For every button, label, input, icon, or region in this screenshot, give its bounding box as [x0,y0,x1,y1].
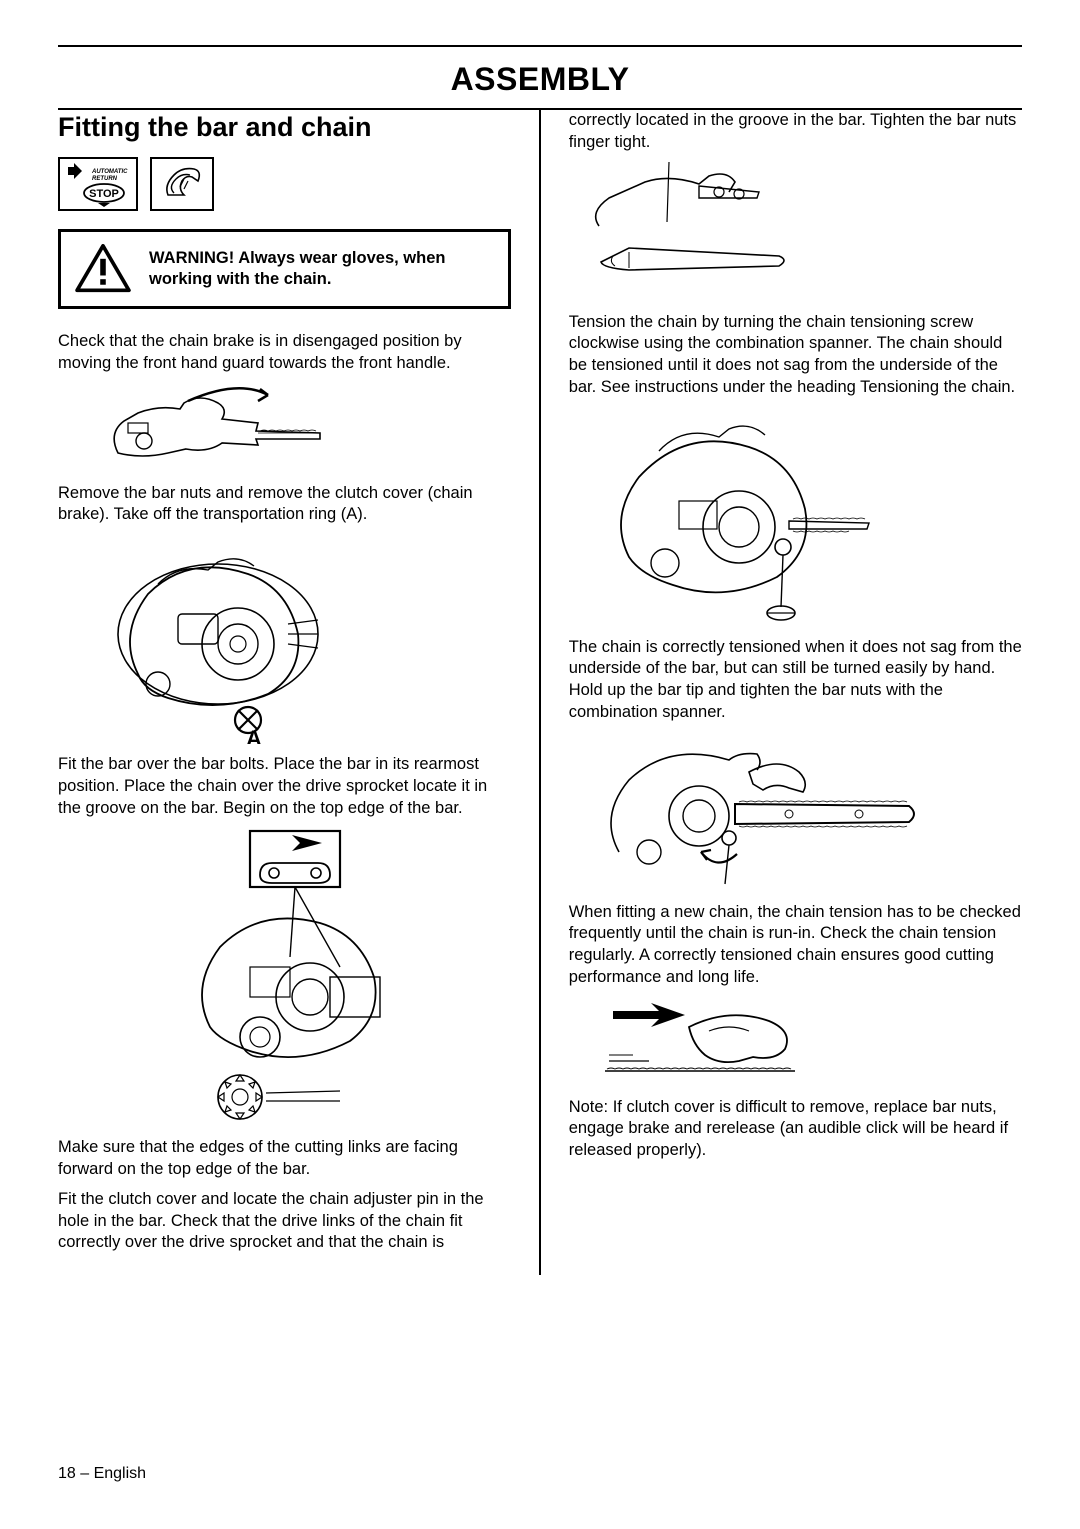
right-p2: Tension the chain by turning the chain t… [569,312,1022,399]
column-divider [539,110,540,1275]
section-heading: Fitting the bar and chain [58,112,511,143]
figure-bar-nuts [589,162,789,302]
warning-text: WARNING! Always wear gloves, when workin… [149,248,494,291]
safety-icon-row: AUTOMATIC RETURN STOP [58,157,511,211]
right-p5: Note: If clutch cover is difficult to re… [569,1097,1022,1162]
gloves-icon [150,157,214,211]
figure-fit-bar [160,827,410,1127]
page-title: ASSEMBLY [58,47,1022,108]
svg-text:A: A [246,726,262,744]
left-p4: Make sure that the edges of the cutting … [58,1137,511,1181]
page-footer: 18 – English [58,1465,146,1483]
left-p5: Fit the clutch cover and locate the chai… [58,1189,511,1254]
figure-remove-cover: A [78,534,358,744]
figure-tension-screw [589,407,879,627]
right-p4: When fitting a new chain, the chain tens… [569,902,1022,989]
svg-text:AUTOMATIC: AUTOMATIC [91,169,128,175]
figure-chain-brake [88,383,328,473]
right-p1: correctly located in the groove in the b… [569,110,1022,154]
svg-text:RETURN: RETURN [92,176,118,182]
figure-tighten-bar-nuts [589,732,919,892]
figure-check-tension [589,997,809,1087]
warning-triangle-icon [75,244,131,294]
stop-icon: AUTOMATIC RETURN STOP [58,157,138,211]
left-p1: Check that the chain brake is in disenga… [58,331,511,375]
svg-text:STOP: STOP [89,188,119,200]
left-p3: Fit the bar over the bar bolts. Place th… [58,754,511,819]
left-p2: Remove the bar nuts and remove the clutc… [58,483,511,527]
warning-box: WARNING! Always wear gloves, when workin… [58,229,511,309]
right-p3: The chain is correctly tensioned when it… [569,637,1022,724]
